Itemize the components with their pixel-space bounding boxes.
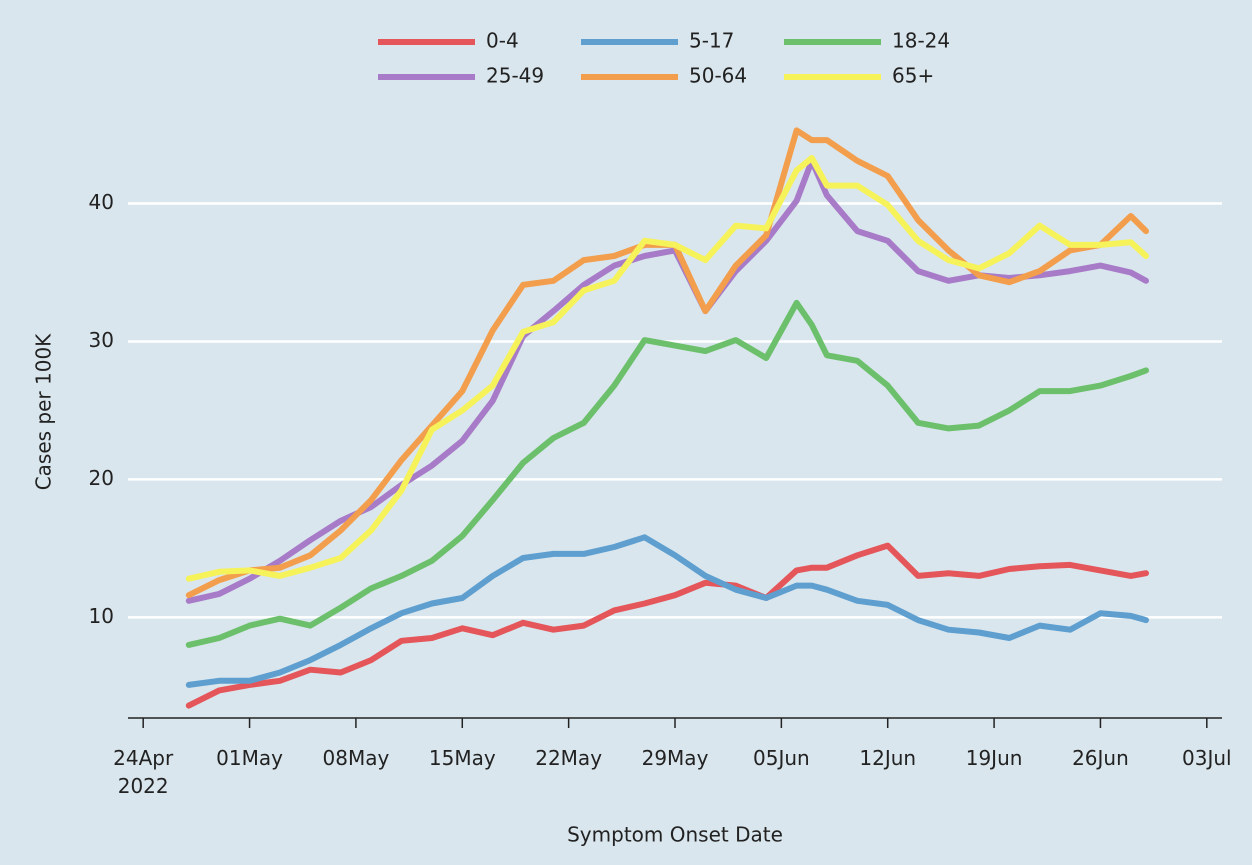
legend-label: 25-49 — [486, 64, 544, 88]
legend-label: 18-24 — [892, 29, 950, 53]
y-tick-label: 30 — [89, 328, 114, 352]
x-tick-label: 08May — [322, 746, 390, 770]
x-tick-label: 15May — [428, 746, 496, 770]
x-tick-label: 12Jun — [859, 746, 917, 770]
y-tick-label: 10 — [89, 604, 114, 628]
x-tick-label: 24Apr 2022 — [113, 746, 174, 798]
x-tick-label: 29May — [641, 746, 709, 770]
series-line — [185, 155, 1149, 582]
legend-label: 0-4 — [486, 29, 519, 53]
y-tick-label: 40 — [89, 190, 114, 214]
legend-label: 50-64 — [689, 64, 747, 88]
series-line — [185, 542, 1149, 709]
x-tick-label: 01May — [216, 746, 283, 770]
series-line — [185, 299, 1149, 648]
x-tick-label: 22May — [535, 746, 603, 770]
x-tick-label: 19Jun — [965, 746, 1023, 770]
legend-label: 65+ — [892, 64, 934, 88]
y-axis-label: Cases per 100K — [32, 333, 56, 490]
y-tick-label: 20 — [89, 466, 114, 490]
series-line — [185, 127, 1149, 599]
x-axis-label: Symptom Onset Date — [567, 823, 783, 847]
x-tick-label: 05Jun — [753, 746, 810, 770]
x-tick-label: 03Jul — [1182, 746, 1232, 770]
legend-label: 5-17 — [689, 29, 734, 53]
series-line — [185, 534, 1149, 688]
x-tick-label: 26Jun — [1072, 746, 1129, 770]
